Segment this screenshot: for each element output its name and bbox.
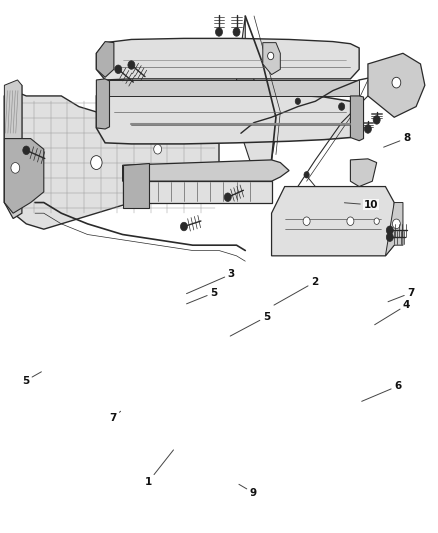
- Text: 8: 8: [384, 133, 410, 147]
- Text: 9: 9: [239, 484, 257, 498]
- Text: 2: 2: [274, 277, 318, 305]
- Circle shape: [364, 125, 371, 133]
- Text: 5: 5: [22, 372, 41, 386]
- Polygon shape: [96, 80, 359, 96]
- Polygon shape: [272, 187, 394, 256]
- Polygon shape: [237, 16, 276, 176]
- Polygon shape: [4, 85, 22, 219]
- Circle shape: [392, 219, 400, 229]
- Polygon shape: [263, 43, 280, 75]
- Polygon shape: [368, 53, 425, 117]
- Text: 7: 7: [110, 411, 120, 423]
- Circle shape: [268, 52, 274, 60]
- Circle shape: [23, 146, 30, 155]
- Polygon shape: [4, 80, 22, 144]
- Circle shape: [373, 116, 380, 124]
- Text: 4: 4: [374, 300, 410, 325]
- Circle shape: [224, 193, 231, 201]
- Circle shape: [295, 98, 300, 104]
- Polygon shape: [4, 91, 219, 229]
- Polygon shape: [385, 203, 403, 256]
- Circle shape: [115, 65, 122, 74]
- Circle shape: [392, 77, 401, 88]
- Polygon shape: [350, 96, 364, 141]
- Circle shape: [304, 172, 309, 178]
- Text: 10: 10: [344, 200, 378, 210]
- Polygon shape: [96, 93, 359, 144]
- Text: 3: 3: [187, 269, 235, 294]
- Circle shape: [128, 61, 135, 69]
- Polygon shape: [123, 181, 272, 203]
- Circle shape: [11, 163, 20, 173]
- Polygon shape: [350, 159, 377, 187]
- Text: 6: 6: [362, 381, 402, 401]
- Circle shape: [233, 28, 240, 36]
- Polygon shape: [123, 163, 149, 208]
- Circle shape: [386, 233, 393, 241]
- Polygon shape: [96, 42, 114, 77]
- Circle shape: [339, 103, 345, 110]
- Circle shape: [91, 156, 102, 169]
- Circle shape: [215, 28, 223, 36]
- Circle shape: [347, 217, 354, 225]
- Text: 5: 5: [187, 288, 218, 304]
- Polygon shape: [123, 160, 289, 181]
- Circle shape: [154, 144, 162, 154]
- Circle shape: [374, 218, 379, 224]
- Polygon shape: [96, 38, 359, 80]
- Text: 5: 5: [230, 312, 270, 336]
- Circle shape: [386, 226, 393, 235]
- Polygon shape: [4, 139, 44, 213]
- Circle shape: [303, 217, 310, 225]
- Polygon shape: [96, 79, 110, 129]
- Text: 1: 1: [145, 450, 173, 487]
- Circle shape: [180, 222, 187, 231]
- Text: 7: 7: [388, 288, 415, 302]
